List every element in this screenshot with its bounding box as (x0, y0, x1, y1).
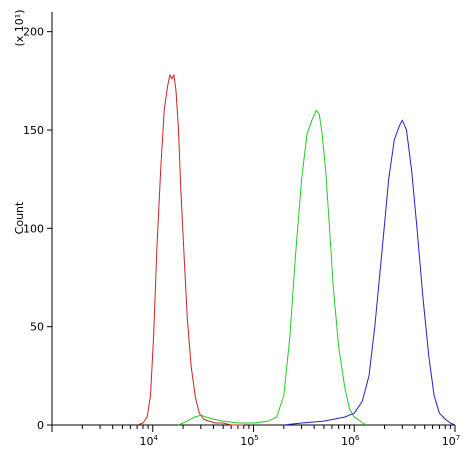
axes: 0 50 100 150 200 104 105 106 107 (23, 12, 460, 448)
x-tick-label: 105 (240, 434, 258, 448)
x-tick-label: 107 (442, 434, 460, 448)
x-tick-label: 106 (341, 434, 360, 448)
y-tick-label: 50 (30, 321, 44, 334)
y-tick-label: 100 (23, 222, 44, 235)
series-layer (136, 74, 456, 426)
y-axis-multiplier-label: (x 10¹) (13, 10, 26, 47)
y-tick-label: 0 (37, 419, 44, 432)
series-line-3 (283, 119, 456, 426)
y-tick-label: 200 (23, 26, 44, 39)
y-tick-label: 150 (23, 124, 44, 137)
series-line-2 (178, 109, 366, 426)
y-axis-label: Count (13, 201, 26, 234)
x-tick-label: 104 (140, 434, 159, 448)
series-line-1 (136, 74, 244, 426)
